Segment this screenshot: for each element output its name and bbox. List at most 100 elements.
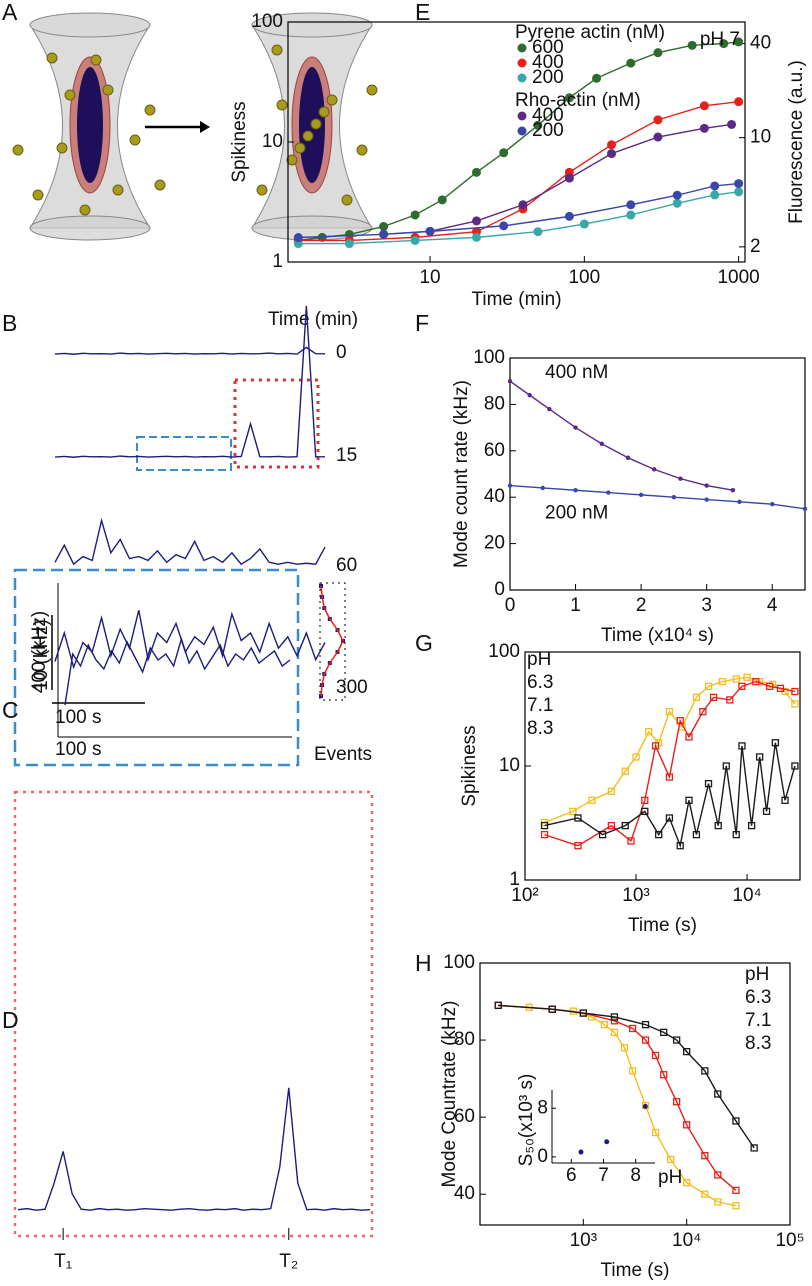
scale-label: 400 (kHz): [29, 611, 50, 693]
data-point: [732, 830, 740, 839]
series-line: [298, 100, 739, 242]
data-point: [588, 796, 596, 804]
data-point: [628, 1024, 637, 1033]
data-point: [673, 1098, 681, 1106]
data-point: [704, 682, 713, 690]
y-tick-label: 60: [454, 1106, 475, 1127]
legend-title: pH: [745, 964, 769, 985]
y-tick-label: 8: [537, 1097, 548, 1118]
data-point: [527, 392, 532, 398]
panel-label: D: [2, 1007, 19, 1033]
x-axis-label: Time (x10⁴ s): [601, 625, 714, 646]
data-point: [685, 796, 693, 804]
data-point: [579, 219, 589, 229]
data-point: [734, 179, 744, 189]
legend-label: 200: [532, 67, 564, 88]
data-point: [719, 39, 729, 49]
data-point: [607, 821, 616, 830]
data-point: [701, 1190, 709, 1198]
y-tick-label: 1: [509, 869, 520, 890]
x-tick-label: 100: [568, 267, 600, 288]
data-point: [621, 767, 629, 775]
legend-title: pH: [527, 649, 551, 670]
data-point: [625, 455, 631, 460]
series-line: [544, 680, 796, 847]
data-point: [714, 1171, 722, 1179]
data-point: [734, 187, 744, 197]
data-point: [678, 476, 683, 481]
y2-tick-label: 40: [750, 33, 771, 54]
data-point: [699, 101, 709, 111]
data-point: [533, 120, 543, 130]
optical-trap-illustration: [12, 12, 378, 241]
trace: [64, 636, 291, 706]
data-point: [641, 796, 649, 804]
legend-label: 6.3: [745, 987, 771, 1008]
data-point: [626, 58, 636, 68]
annotation: pH 7: [700, 29, 740, 50]
series-annotation: 200 nM: [545, 503, 608, 524]
y-axis-label: Mode count rate (kHz): [451, 380, 472, 568]
plot-frame: [509, 357, 806, 591]
inset-point: [578, 1149, 584, 1155]
trace: [54, 346, 326, 355]
data-point: [533, 227, 543, 237]
data-point: [673, 1036, 681, 1044]
x-tick-label: 10: [419, 267, 440, 288]
y-tick-label: 60: [484, 440, 505, 461]
legend-label: 8.3: [527, 718, 553, 739]
inset-point: [604, 1139, 610, 1145]
data-point: [692, 830, 701, 839]
data-point: [791, 700, 799, 708]
y-axis-label: Mode Countrate (kHz): [439, 1001, 460, 1188]
data-point: [704, 780, 713, 788]
panel-c-frame: [13, 568, 300, 767]
y-tick-label: 10: [499, 755, 520, 776]
data-point: [410, 235, 420, 245]
data-point: [683, 1047, 691, 1056]
data-point: [564, 173, 574, 183]
x-axis-label: Time (s): [601, 1260, 670, 1281]
data-point: [687, 40, 697, 50]
data-point: [776, 684, 785, 692]
data-point: [607, 140, 617, 150]
data-point: [651, 742, 660, 750]
data-point: [747, 821, 756, 830]
data-point: [437, 195, 447, 205]
legend-marker: [517, 43, 527, 53]
event-label: T₁: [54, 1251, 72, 1272]
data-point: [730, 488, 736, 493]
data-point: [621, 821, 629, 830]
data-point: [620, 1044, 629, 1052]
data-point: [732, 1186, 740, 1194]
data-point: [574, 814, 582, 822]
histogram-label: Events: [314, 744, 372, 765]
trace-label: 15: [336, 445, 357, 466]
x-axis-label: Time (s): [628, 915, 697, 936]
x-tick-label: 6: [566, 1165, 577, 1186]
data-point: [579, 1009, 587, 1017]
x-tick-label: 4: [767, 595, 778, 616]
y-tick-label: 1: [272, 251, 283, 272]
data-point: [704, 497, 709, 502]
y2-tick-label: 2: [750, 236, 761, 257]
panel-label: F: [415, 310, 429, 336]
x-tick-label: 3: [701, 595, 712, 616]
y2-axis-label: Fluorescence (a.u.): [786, 60, 807, 224]
panel-label: B: [2, 310, 17, 336]
legend-label: 400: [532, 52, 564, 73]
data-point: [683, 1178, 691, 1187]
data-point: [627, 837, 635, 845]
data-point: [638, 492, 644, 498]
data-point: [704, 483, 709, 488]
data-point: [607, 149, 617, 159]
y-tick-label: 100: [473, 347, 505, 368]
data-point: [293, 233, 303, 243]
data-point: [317, 232, 327, 242]
x-tick-label: 10²: [511, 885, 538, 906]
data-point: [548, 1005, 556, 1013]
data-point: [676, 716, 684, 725]
data-point: [714, 1198, 722, 1206]
data-point: [540, 821, 549, 830]
plot-frame: [479, 962, 791, 1226]
